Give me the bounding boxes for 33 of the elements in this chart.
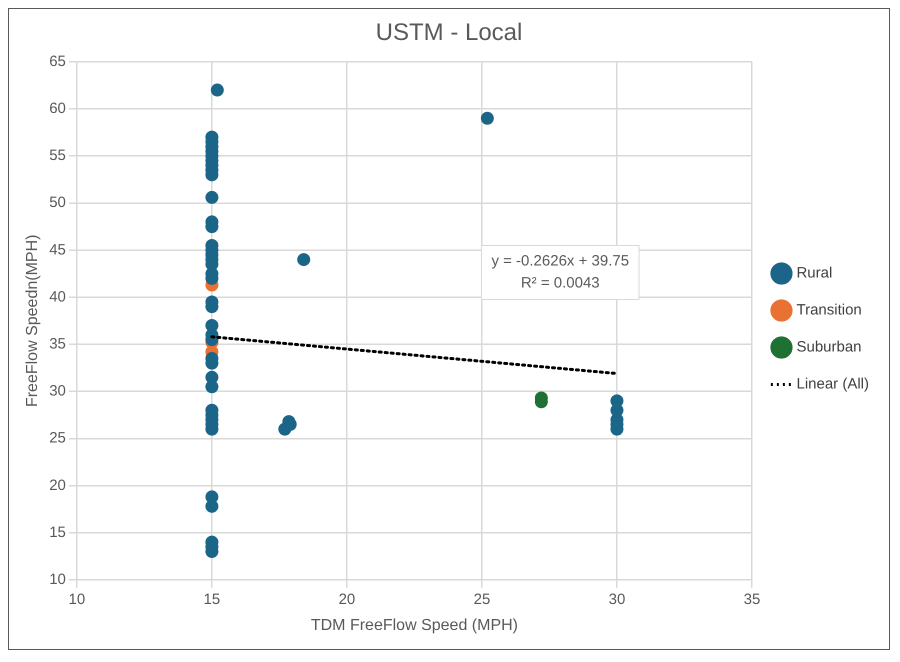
annotation: y = -0.2626x + 39.75: [491, 252, 630, 270]
x-tick-label: 30: [608, 590, 626, 608]
y-tick-label: 60: [49, 100, 66, 118]
point: [297, 253, 310, 266]
y-tick-label: 10: [49, 570, 66, 588]
x-tick-label: 20: [338, 590, 356, 608]
legend-label: Linear (All): [796, 376, 870, 393]
y-axis-title: FreeFlow Speedn(MPH): [24, 234, 42, 408]
legend-label: Rural: [796, 264, 832, 282]
y-tick-label: 40: [49, 288, 66, 306]
legend-label: Transition: [796, 302, 862, 319]
y-tick-label: 20: [49, 476, 66, 494]
y-tick-label: 15: [49, 524, 66, 541]
y-tick-label: 45: [49, 241, 66, 258]
x-tick-label: 15: [204, 590, 220, 608]
x-tick-label: 35: [744, 590, 760, 608]
legend-label: Suburban: [796, 338, 862, 356]
y-tick-label: 25: [49, 430, 66, 447]
point: [205, 500, 218, 513]
point: [480, 112, 494, 125]
annotation: R² = 0.0043: [520, 274, 600, 292]
x-tick-label: 10: [68, 590, 86, 608]
point: [205, 190, 218, 204]
chart-title: USTM - Local: [376, 19, 522, 46]
y-tick-label: 30: [49, 382, 66, 400]
x-tick-label: 25: [474, 590, 490, 608]
point: [210, 84, 224, 97]
x-axis-title: TDM FreeFlow Speed (MPH): [310, 616, 518, 634]
y-tick-label: 55: [49, 147, 66, 164]
point: [205, 380, 218, 394]
y-tick-label: 50: [49, 194, 66, 212]
y-tick-label: 65: [49, 52, 66, 70]
y-tick-label: 35: [49, 335, 66, 352]
